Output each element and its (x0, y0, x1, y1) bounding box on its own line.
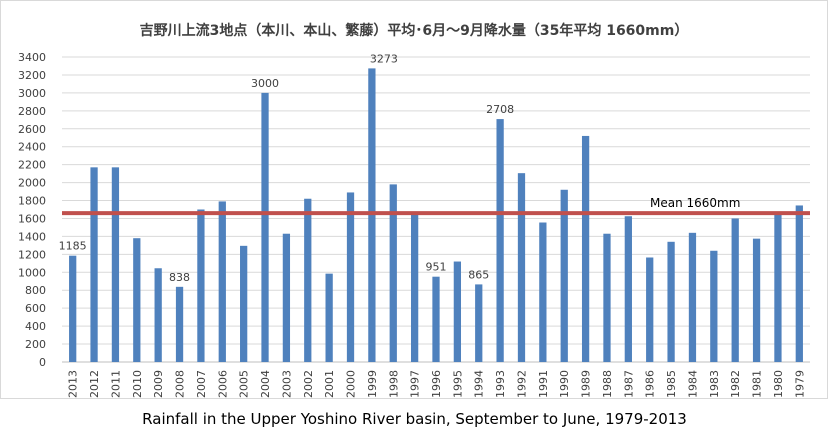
bar-2008 (175, 286, 184, 362)
x-tick-label: 2007 (195, 370, 208, 398)
x-tick-label: 1997 (409, 370, 422, 398)
y-tick-label: 400 (25, 320, 46, 333)
y-tick-label: 2800 (18, 105, 46, 118)
data-label-1994: 865 (468, 268, 489, 281)
y-tick-label: 800 (25, 284, 46, 297)
x-tick-label: 1983 (708, 370, 721, 398)
y-tick-label: 3000 (18, 87, 46, 100)
mean-label: Mean 1660mm (650, 196, 740, 210)
x-tick-label: 2011 (109, 370, 122, 398)
bar-2005 (240, 245, 248, 362)
data-label-1999: 3273 (370, 52, 398, 65)
bar-1980 (774, 213, 782, 362)
bar-1987 (624, 216, 632, 362)
bar-1991 (539, 222, 547, 362)
bar-1988 (603, 233, 611, 362)
x-tick-label: 1993 (494, 370, 507, 398)
x-tick-label: 1989 (580, 370, 593, 398)
y-tick-label: 3400 (18, 51, 46, 64)
x-tick-label: 1994 (473, 370, 486, 398)
bar-1989 (581, 135, 590, 362)
x-tick-label: 2010 (131, 370, 144, 398)
bar-2011 (111, 167, 120, 362)
y-tick-label: 1400 (18, 230, 46, 243)
bar-1982 (731, 218, 739, 362)
x-tick-label: 1980 (772, 370, 785, 398)
data-label-2008: 838 (169, 271, 190, 284)
bar-1996 (432, 276, 440, 362)
x-tick-label: 1985 (665, 370, 678, 398)
data-label-1996: 951 (426, 261, 447, 274)
x-tick-label: 1984 (686, 370, 699, 398)
chart-title: 吉野川上流3地点（本川、本山、繁藤）平均･6月～9月降水量（35年平均 1660… (139, 23, 689, 39)
x-tick-label: 2012 (88, 370, 101, 398)
y-tick-label: 200 (25, 338, 46, 351)
x-tick-label: 1981 (751, 370, 764, 398)
bar-1979 (795, 205, 803, 362)
bar-1981 (752, 238, 761, 362)
bar-2002 (304, 198, 312, 362)
bar-2009 (154, 268, 162, 362)
x-tick-label: 1987 (622, 370, 635, 398)
x-tick-label: 1992 (515, 370, 528, 398)
x-tick-label: 1996 (430, 370, 443, 398)
bar-2010 (133, 238, 141, 362)
x-tick-label: 2001 (323, 370, 336, 398)
bar-1984 (688, 232, 697, 362)
bar-2001 (325, 273, 333, 362)
bar-chart: 0 200 400 600 800 1000 1200 1400 1600 1800 2000 220… (18, 51, 810, 398)
data-label-2013: 1185 (59, 240, 87, 253)
bar-1993 (496, 119, 504, 362)
bar-2006 (218, 201, 226, 362)
x-tick-label: 2002 (302, 370, 315, 398)
x-tick-label: 2008 (174, 370, 187, 398)
y-tick-label: 3200 (18, 69, 46, 82)
bar-1998 (389, 184, 397, 362)
bar-2013 (69, 255, 77, 362)
bar-1983 (710, 250, 718, 362)
x-tick-label: 2013 (67, 370, 80, 398)
bar-1992 (517, 173, 526, 362)
x-tick-label: 1998 (387, 370, 400, 398)
bar-2003 (282, 233, 291, 362)
bar-1994 (475, 284, 483, 362)
x-tick-label: 2009 (152, 370, 165, 398)
bar-1986 (646, 257, 654, 362)
y-tick-label: 1800 (18, 195, 46, 208)
bar-1990 (560, 189, 568, 362)
bar-1995 (453, 261, 462, 362)
y-tick-label: 2200 (18, 159, 46, 172)
bar-1999 (368, 68, 376, 363)
bar-2012 (90, 167, 98, 362)
x-tick-label: 2000 (345, 370, 358, 398)
y-tick-label: 2400 (18, 141, 46, 154)
data-label-2004: 3000 (251, 77, 279, 90)
x-tick-label: 2005 (238, 370, 251, 398)
x-tick-label: 1999 (366, 370, 379, 398)
x-tick-label: 2003 (280, 370, 293, 398)
x-tick-label: 1995 (451, 370, 464, 398)
bar-2000 (346, 192, 355, 362)
x-tick-label: 1988 (601, 370, 614, 398)
x-tick-label: 2004 (259, 370, 272, 398)
y-tick-label: 1600 (18, 212, 46, 225)
x-tick-label: 1979 (793, 370, 806, 398)
bar-2004 (261, 92, 269, 362)
bar-1985 (667, 241, 675, 362)
y-tick-label: 0 (39, 356, 46, 369)
bar-2007 (197, 209, 205, 362)
y-tick-label: 2600 (18, 123, 46, 136)
y-tick-label: 2000 (18, 177, 46, 190)
x-tick-label: 2006 (216, 370, 229, 398)
data-label-1993: 2708 (486, 103, 514, 116)
y-tick-label: 600 (25, 302, 46, 315)
x-tick-label: 1991 (537, 370, 550, 398)
y-tick-label: 1000 (18, 266, 46, 279)
y-tick-label: 1200 (18, 248, 46, 261)
x-tick-label: 1990 (558, 370, 571, 398)
chart-caption: Rainfall in the Upper Yoshino River basi… (142, 410, 687, 428)
bar-1997 (410, 213, 419, 362)
x-tick-label: 1986 (644, 370, 657, 398)
x-tick-label: 1982 (729, 370, 742, 398)
